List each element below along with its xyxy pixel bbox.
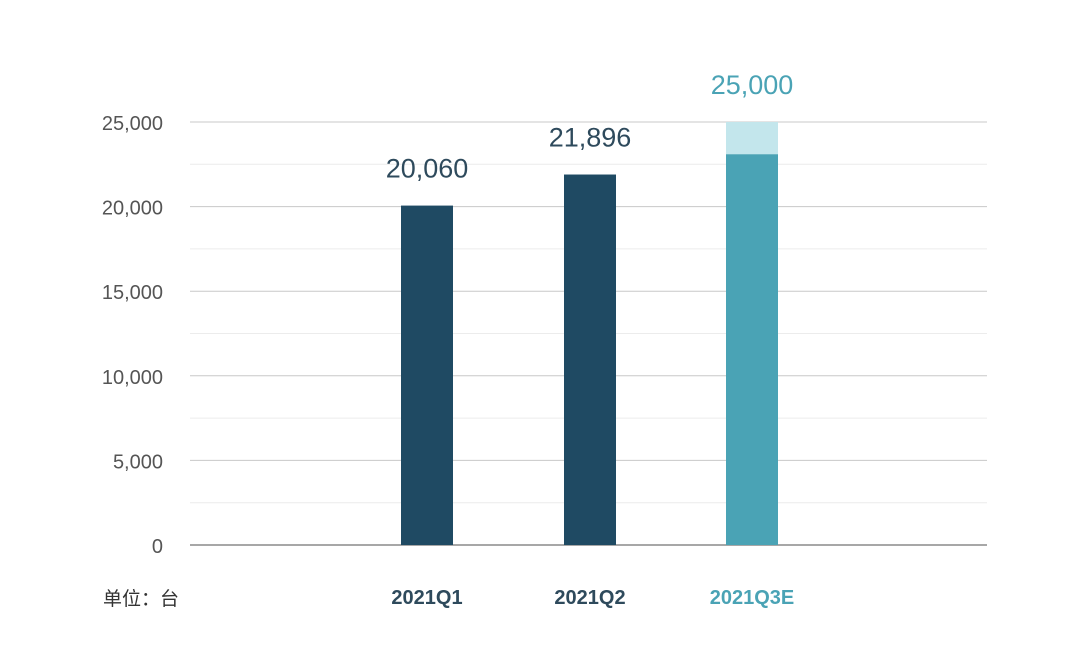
x-axis-tick-labels: 2021Q1 2021Q2 2021Q3E xyxy=(391,587,794,609)
y-tick-label: 0 xyxy=(152,536,163,558)
bar-2021Q2 xyxy=(564,174,616,545)
unit-label: 单位：台 xyxy=(103,588,180,610)
y-axis-tick-labels: 0 5,000 10,000 15,000 20,000 25,000 xyxy=(102,113,163,558)
y-tick-label: 5,000 xyxy=(113,451,163,473)
x-tick-label: 2021Q3E xyxy=(710,587,795,609)
y-tick-label: 15,000 xyxy=(102,282,163,304)
bar-2021Q1 xyxy=(401,205,453,546)
data-label: 21,896 xyxy=(549,123,632,153)
bar-2021Q3E xyxy=(726,154,778,545)
data-label: 25,000 xyxy=(711,70,794,100)
x-tick-label: 2021Q1 xyxy=(391,587,462,609)
bars xyxy=(401,122,778,546)
y-tick-label: 10,000 xyxy=(102,367,163,389)
x-tick-label: 2021Q2 xyxy=(554,587,625,609)
y-tick-label: 25,000 xyxy=(102,113,163,135)
bar-extension-2021Q3E xyxy=(726,122,778,155)
data-label: 20,060 xyxy=(386,154,469,184)
data-labels: 20,060 21,896 25,000 xyxy=(386,70,794,184)
y-tick-label: 20,000 xyxy=(102,198,163,220)
